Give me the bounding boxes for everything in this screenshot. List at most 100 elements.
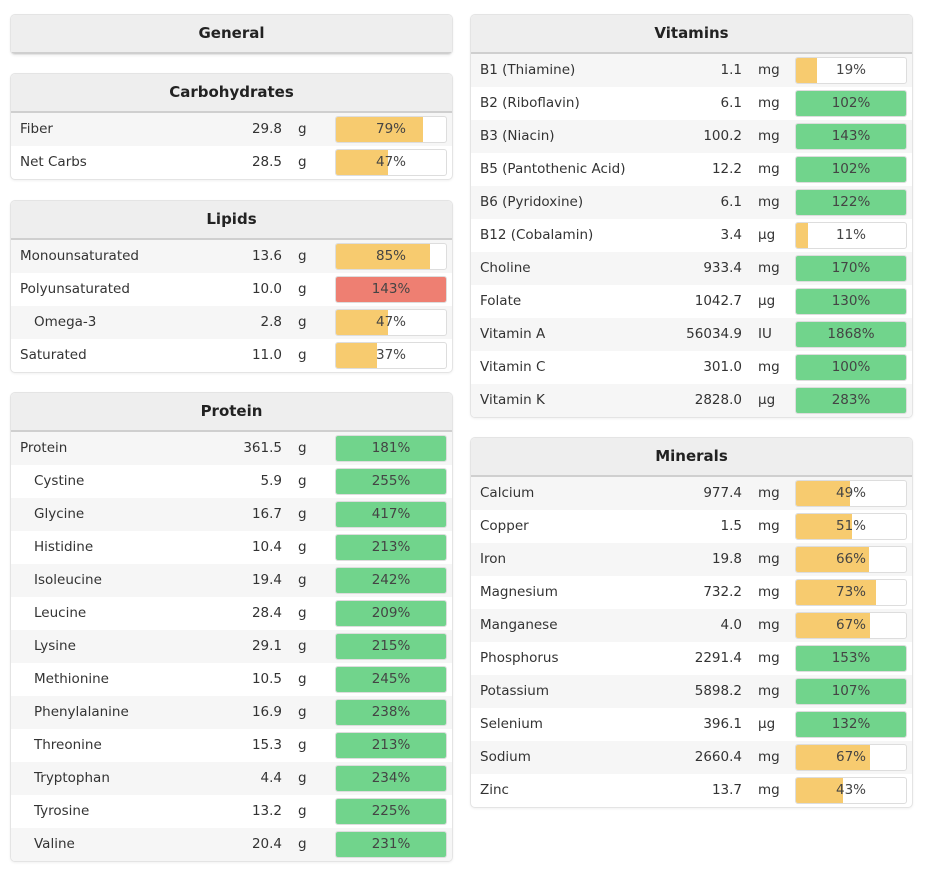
nutrient-row: Iron 19.8 mg 66% [471,543,912,576]
percent-target-bar: 85% [335,243,447,270]
percent-bar-fill [336,150,388,175]
percent-bar-fill [796,481,850,506]
nutrient-amount: 977.4 [703,485,742,501]
percent-bar-fill [336,601,446,626]
percent-bar-fill [796,514,853,539]
nutrient-row: Vitamin K 2828.0 µg 283% [471,384,912,417]
percent-bar-fill [796,322,906,347]
percent-target-bar: 49% [795,480,907,507]
nutrient-unit: g [298,671,307,687]
nutrient-row: B6 (Pyridoxine) 6.1 mg 122% [471,186,912,219]
percent-label: 73% [835,584,866,600]
nutrient-unit: mg [758,584,780,600]
panel-title: Carbohydrates [11,74,452,113]
percent-label: 51% [835,518,866,534]
percent-target-bar: 231% [335,831,447,858]
percent-label: 49% [835,485,866,501]
percent-label: 85% [375,248,406,264]
percent-target-bar: 153% [795,645,907,672]
nutrient-row: Vitamin C 301.0 mg 100% [471,351,912,384]
nutrient-row: B3 (Niacin) 100.2 mg 143% [471,120,912,153]
nutrient-name: Fiber [20,121,53,137]
nutrient-row: Omega-3 2.8 g 47% [11,306,452,339]
nutrient-name: Phenylalanine [34,704,129,720]
nutrient-name: Methionine [34,671,109,687]
percent-label: 11% [835,227,866,243]
nutrient-unit: g [298,314,307,330]
nutrient-name: Leucine [34,605,87,621]
nutrient-row: B2 (Riboflavin) 6.1 mg 102% [471,87,912,120]
nutrient-unit: mg [758,194,780,210]
percent-label: 238% [371,704,411,720]
percent-label: 67% [835,749,866,765]
percent-target-bar: 51% [795,513,907,540]
nutrient-name: Vitamin A [480,326,546,342]
percent-bar-fill [796,190,906,215]
nutrient-unit: g [298,770,307,786]
nutrient-name: Threonine [34,737,102,753]
nutrient-unit: mg [758,161,780,177]
percent-target-bar: 102% [795,156,907,183]
nutrient-row: Saturated 11.0 g 37% [11,339,452,372]
percent-target-bar: 215% [335,633,447,660]
percent-target-bar: 43% [795,777,907,804]
percent-target-bar: 283% [795,387,907,414]
nutrient-name: Glycine [34,506,85,522]
nutrient-name: Choline [480,260,531,276]
nutrient-unit: g [298,281,307,297]
nutrient-amount: 11.0 [251,347,282,363]
percent-target-bar: 242% [335,567,447,594]
nutrient-row: Phosphorus 2291.4 mg 153% [471,642,912,675]
panel-title: Lipids [11,201,452,240]
nutrient-unit: g [298,836,307,852]
percent-bar-fill [796,157,906,182]
nutrient-name: Iron [480,551,507,567]
percent-bar-fill [796,355,906,380]
nutrient-amount: 20.4 [251,836,282,852]
nutrient-amount: 19.4 [251,572,282,588]
nutrient-unit: mg [758,782,780,798]
percent-bar-fill [336,634,446,659]
percent-bar-fill [796,613,870,638]
percent-bar-fill [336,700,446,725]
nutrient-name: Net Carbs [20,154,87,170]
percent-bar-fill [796,223,809,248]
nutrient-amount: 301.0 [703,359,742,375]
nutrient-name: Saturated [20,347,87,363]
percent-bar-fill [796,580,877,605]
panel-protein: Protein Protein 361.5 g 181% Cystine 5.9 g 255% G… [10,392,453,862]
nutrient-amount: 100.2 [703,128,742,144]
percent-target-bar: 37% [335,342,447,369]
nutrient-amount: 396.1 [703,716,742,732]
percent-bar-fill [796,58,817,83]
percent-bar-fill [336,766,446,791]
nutrient-row: Vitamin A 56034.9 IU 1868% [471,318,912,351]
percent-label: 122% [831,194,871,210]
nutrient-unit: g [298,572,307,588]
panel-lipids: Lipids Monounsaturated 13.6 g 85% Polyunsatur… [10,200,453,373]
nutrient-row: B1 (Thiamine) 1.1 mg 19% [471,54,912,87]
percent-label: 170% [831,260,871,276]
nutrient-row: Cystine 5.9 g 255% [11,465,452,498]
percent-bar-fill [796,646,906,671]
nutrient-row: Phenylalanine 16.9 g 238% [11,696,452,729]
percent-target-bar: 11% [795,222,907,249]
nutrient-name: B5 (Pantothenic Acid) [480,161,626,177]
nutrient-unit: mg [758,62,780,78]
nutrient-row: Manganese 4.0 mg 67% [471,609,912,642]
percent-target-bar: 170% [795,255,907,282]
nutrient-row: Zinc 13.7 mg 43% [471,774,912,807]
percent-label: 283% [831,392,871,408]
percent-label: 102% [831,161,871,177]
percent-bar-fill [336,667,446,692]
nutrient-amount: 12.2 [711,161,742,177]
nutrient-row: Folate 1042.7 µg 130% [471,285,912,318]
nutrient-row: Copper 1.5 mg 51% [471,510,912,543]
nutrient-row: Isoleucine 19.4 g 242% [11,564,452,597]
percent-label: 37% [375,347,406,363]
percent-target-bar: 255% [335,468,447,495]
nutrient-name: Histidine [34,539,94,555]
percent-target-bar: 209% [335,600,447,627]
nutrient-unit: µg [758,392,776,408]
nutrient-name: Sodium [480,749,531,765]
